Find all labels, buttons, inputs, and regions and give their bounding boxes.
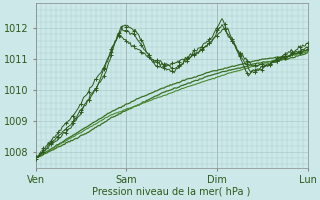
X-axis label: Pression niveau de la mer( hPa ): Pression niveau de la mer( hPa ) [92, 187, 251, 197]
